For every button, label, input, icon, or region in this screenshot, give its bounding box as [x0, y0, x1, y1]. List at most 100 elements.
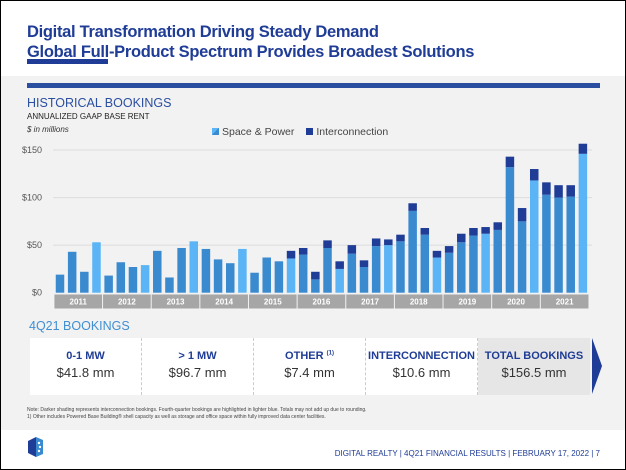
- arrow-icon: [592, 338, 602, 394]
- x-tick-label: 2011: [70, 298, 88, 307]
- legend-space-power: Space & Power: [212, 126, 294, 138]
- bar-space-power-1Q13: [153, 250, 162, 293]
- bar-space-power-2Q11: [67, 251, 77, 293]
- bar-space-power-1Q15: [250, 272, 259, 293]
- slide-title: Digital Transformation Driving Steady De…: [27, 22, 474, 62]
- bar-space-power-2Q14: [213, 259, 223, 293]
- chart-subtitle: ANNUALIZED GAAP BASE RENT: [27, 112, 150, 121]
- legend-label: Space & Power: [222, 126, 295, 138]
- card-label: 0-1 MW: [66, 350, 105, 362]
- bar-interconnection-3Q18: [420, 228, 430, 235]
- card-interconnection: INTERCONNECTION $10.6 mm: [366, 338, 478, 395]
- digital-realty-logo: [28, 437, 43, 457]
- bar-space-power-1Q21: [542, 194, 551, 293]
- x-tick-label: 2012: [118, 298, 136, 307]
- bar-space-power-4Q21: [578, 153, 588, 293]
- y-tick-label: $150: [22, 145, 42, 155]
- section-title: HISTORICAL BOOKINGS: [27, 96, 172, 110]
- card-over-1mw: > 1 MW $96.7 mm: [142, 338, 254, 395]
- bar-space-power-3Q21: [566, 196, 575, 293]
- bar-space-power-4Q14: [238, 248, 247, 293]
- bar-interconnection-4Q21: [578, 143, 588, 154]
- year-band: [151, 294, 200, 309]
- bar-interconnection-3Q17: [371, 238, 381, 247]
- bar-interconnection-3Q16: [323, 240, 332, 248]
- bar-space-power-3Q14: [225, 263, 235, 293]
- bar-space-power-3Q18: [420, 234, 430, 293]
- card-label: OTHER (1): [285, 350, 334, 362]
- bar-space-power-4Q11: [92, 242, 101, 293]
- bar-interconnection-2Q21: [554, 185, 563, 198]
- bar-interconnection-2Q18: [408, 203, 417, 211]
- bar-interconnection-4Q17: [384, 239, 393, 246]
- bar-space-power-1Q12: [104, 275, 113, 293]
- year-band: [443, 294, 492, 309]
- bar-space-power-1Q20: [493, 229, 503, 293]
- y-tick-label: $100: [22, 193, 42, 203]
- bar-interconnection-1Q18: [396, 234, 405, 242]
- y-tick-label: $50: [27, 240, 42, 250]
- bar-space-power-3Q13: [177, 247, 186, 293]
- chart-legend: Space & Power Interconnection: [212, 126, 388, 138]
- year-band: [540, 294, 589, 309]
- bar-space-power-1Q16: [298, 254, 308, 293]
- bar-interconnection-4Q18: [432, 250, 442, 258]
- bar-space-power-2Q15: [262, 257, 271, 293]
- note-line: 1) Other includes Powered Base Building®…: [27, 414, 326, 420]
- bar-space-power-4Q18: [432, 257, 442, 293]
- bar-space-power-4Q16: [335, 268, 344, 293]
- footnotes: Note: Darker shading represents intercon…: [27, 407, 367, 421]
- bar-space-power-3Q16: [323, 247, 332, 293]
- year-band: [248, 294, 297, 309]
- year-band: [103, 294, 151, 309]
- bar-interconnection-3Q19: [469, 228, 478, 236]
- card-value: $41.8 mm: [56, 365, 115, 380]
- bar-space-power-2Q21: [554, 197, 563, 293]
- year-band: [297, 294, 346, 309]
- year-band: [200, 294, 248, 309]
- bar-interconnection-1Q17: [347, 245, 357, 254]
- section-divider: [27, 83, 600, 88]
- bar-interconnection-4Q19: [481, 227, 490, 234]
- bookings-cards: 0-1 MW $41.8 mm > 1 MW $96.7 mm OTHER (1) $…: [30, 338, 590, 395]
- bar-interconnection-2Q20: [505, 156, 515, 168]
- card-value: $156.5 mm: [501, 365, 567, 380]
- bar-space-power-4Q17: [384, 245, 393, 293]
- bar-space-power-4Q12: [140, 265, 150, 293]
- bar-space-power-3Q11: [80, 271, 89, 293]
- bar-space-power-2Q12: [116, 262, 126, 293]
- bar-space-power-2Q19: [457, 242, 466, 293]
- bar-space-power-3Q12: [128, 267, 138, 293]
- bookings-chart: $0 $50 $100 $150 2011 2012 2013 2014 2015 2016 201…: [22, 143, 592, 309]
- bar-space-power-4Q15: [286, 258, 296, 293]
- bar-interconnection-1Q19: [444, 246, 454, 253]
- x-tick-label: 2016: [313, 298, 331, 307]
- title-underline: [27, 59, 108, 64]
- year-band: [346, 294, 394, 309]
- x-tick-label: 2015: [264, 298, 282, 307]
- bar-interconnection-2Q16: [311, 271, 320, 280]
- bar-interconnection-2Q17: [359, 260, 369, 268]
- card-label: > 1 MW: [178, 350, 217, 362]
- bar-space-power-3Q17: [371, 246, 381, 293]
- bar-space-power-1Q17: [347, 253, 357, 293]
- bar-interconnection-3Q20: [517, 208, 527, 222]
- x-tick-label: 2017: [361, 298, 379, 307]
- bar-interconnection-3Q21: [566, 185, 575, 197]
- legend-label: Interconnection: [316, 126, 389, 138]
- card-value: $7.4 mm: [284, 365, 335, 380]
- year-band: [54, 294, 103, 309]
- bar-interconnection-1Q16: [298, 247, 308, 255]
- bar-space-power-3Q15: [274, 261, 284, 293]
- chart-units: $ in millions: [27, 125, 69, 134]
- bar-space-power-2Q17: [359, 267, 369, 293]
- bar-space-power-3Q20: [517, 221, 527, 293]
- section-title-4q21: 4Q21 BOOKINGS: [29, 319, 130, 333]
- legend-interconnection: Interconnection: [306, 126, 388, 138]
- x-tick-label: 2021: [556, 298, 574, 307]
- card-other: OTHER (1) $7.4 mm: [254, 338, 366, 395]
- year-band: [394, 294, 443, 309]
- year-band: [492, 294, 540, 309]
- x-tick-label: 2018: [410, 298, 428, 307]
- bar-space-power-4Q13: [189, 241, 199, 293]
